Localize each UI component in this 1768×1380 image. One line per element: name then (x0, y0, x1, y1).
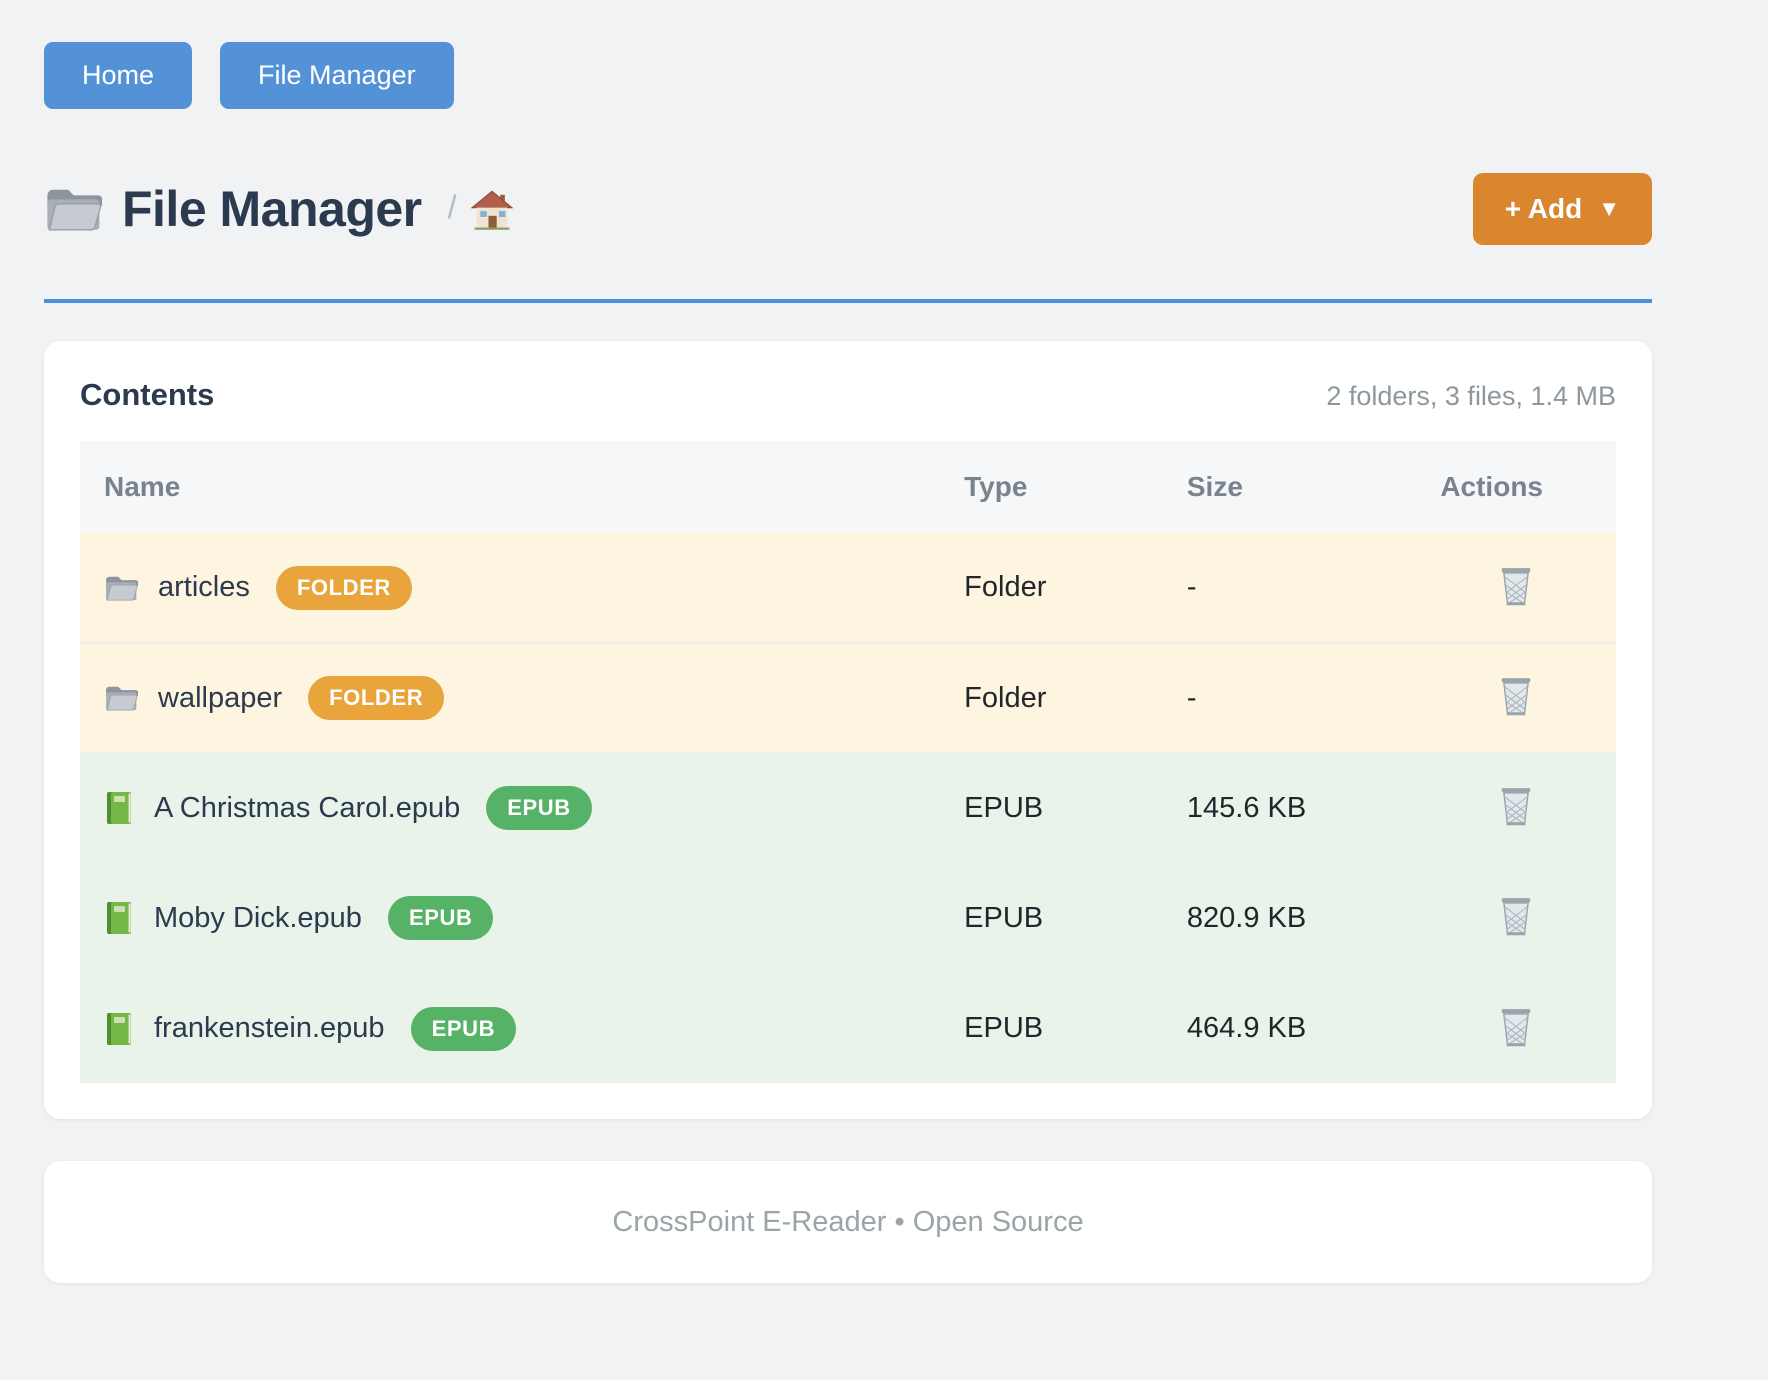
table-row: wallpaper FOLDER Folder - (80, 642, 1616, 753)
green-book-icon (104, 1012, 134, 1046)
file-name[interactable]: wallpaper (158, 681, 283, 714)
type-badge: FOLDER (308, 676, 445, 720)
page-container: Home File Manager File Manager / (44, 0, 1652, 1283)
type-badge: EPUB (486, 786, 592, 830)
nav-file-manager-button[interactable]: File Manager (220, 42, 454, 109)
delete-button[interactable] (1494, 672, 1538, 720)
contents-card: Contents 2 folders, 3 files, 1.4 MB Name… (44, 341, 1652, 1119)
file-type: EPUB (940, 752, 1163, 863)
contents-card-header: Contents 2 folders, 3 files, 1.4 MB (80, 377, 1616, 413)
file-size: - (1162, 642, 1417, 753)
column-header-name: Name (80, 441, 941, 533)
table-row: articles FOLDER Folder - (80, 533, 1616, 643)
delete-button[interactable] (1494, 782, 1538, 830)
column-header-size: Size (1162, 441, 1417, 533)
column-header-actions: Actions (1416, 441, 1616, 533)
file-name[interactable]: Moby Dick.epub (154, 901, 362, 934)
file-type: EPUB (940, 862, 1163, 973)
add-button[interactable]: + Add ▼ (1472, 173, 1652, 245)
file-size: 464.9 KB (1162, 972, 1417, 1083)
page-header: File Manager / + Add ▼ (44, 173, 1652, 245)
page-title: File Manager (44, 180, 422, 238)
trash-icon (1498, 788, 1534, 829)
green-book-icon (104, 791, 134, 825)
chevron-down-icon: ▼ (1598, 196, 1620, 221)
file-name[interactable]: articles (158, 571, 250, 603)
contents-title: Contents (80, 377, 215, 412)
nav-home-button[interactable]: Home (44, 42, 193, 109)
file-table: Name Type Size Actions (80, 441, 1616, 1083)
file-type: EPUB (940, 972, 1163, 1083)
contents-summary: 2 folders, 3 files, 1.4 MB (1326, 381, 1616, 411)
table-row: A Christmas Carol.epub EPUB EPUB 145.6 K… (80, 752, 1616, 863)
table-row: Moby Dick.epub EPUB EPUB 820.9 KB (80, 862, 1616, 973)
delete-button[interactable] (1494, 892, 1538, 940)
folder-icon (104, 684, 139, 712)
type-badge: EPUB (387, 896, 494, 940)
top-nav: Home File Manager (44, 0, 1652, 109)
file-name[interactable]: frankenstein.epub (154, 1012, 385, 1044)
file-type: Folder (940, 533, 1163, 643)
delete-button[interactable] (1494, 1003, 1538, 1051)
trash-icon (1498, 567, 1534, 609)
page-title-text: File Manager (122, 181, 422, 237)
column-header-type: Type (940, 441, 1163, 533)
footer: CrossPoint E-Reader • Open Source (44, 1161, 1652, 1283)
accent-divider (44, 299, 1652, 303)
type-badge: FOLDER (275, 565, 412, 610)
file-size: 820.9 KB (1162, 862, 1417, 973)
delete-button[interactable] (1494, 562, 1538, 610)
folder-icon (44, 185, 103, 233)
footer-text: CrossPoint E-Reader • Open Source (612, 1205, 1084, 1238)
table-header-row: Name Type Size Actions (80, 441, 1616, 533)
file-name[interactable]: A Christmas Carol.epub (154, 791, 461, 824)
type-badge: EPUB (410, 1006, 517, 1051)
green-book-icon (104, 901, 134, 935)
table-row: frankenstein.epub EPUB EPUB 464.9 KB (80, 972, 1616, 1083)
trash-icon (1498, 1008, 1534, 1050)
add-button-label: + Add (1504, 193, 1583, 224)
breadcrumb: / (448, 189, 513, 230)
file-type: Folder (940, 642, 1163, 753)
house-icon[interactable] (470, 190, 513, 230)
file-size: 145.6 KB (1162, 752, 1417, 863)
trash-icon (1498, 678, 1534, 719)
trash-icon (1498, 898, 1534, 939)
breadcrumb-separator: / (447, 188, 457, 225)
folder-icon (104, 574, 139, 602)
file-size: - (1162, 533, 1417, 643)
